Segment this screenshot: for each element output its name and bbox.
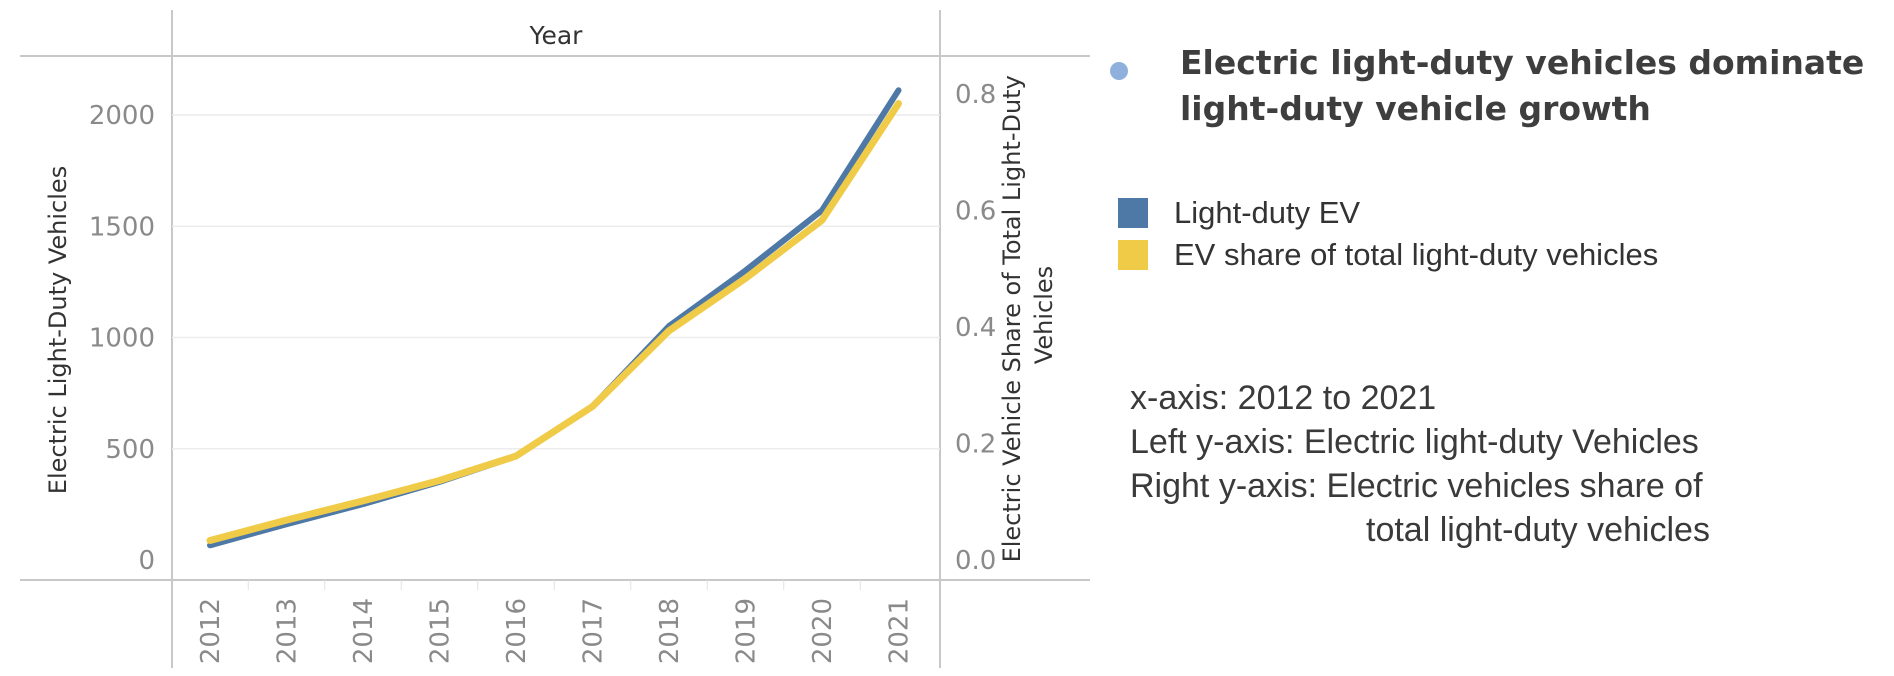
chart-frame: [20, 10, 1090, 668]
left-tick-label: 1500: [89, 212, 155, 242]
left-tick-label: 500: [105, 435, 155, 465]
legend: Light-duty EV EV share of total light-du…: [1100, 192, 1890, 276]
bullet-icon: [1110, 62, 1128, 80]
x-axis-note: x-axis: 2012 to 2021: [1130, 379, 1437, 417]
legend-item-ev-share: EV share of total light-duty vehicles: [1118, 234, 1890, 276]
right-tick-label: 0.6: [955, 197, 996, 227]
legend-label: EV share of total light-duty vehicles: [1174, 237, 1659, 272]
right-axis-ticks: 0.0 0.2 0.4 0.6 0.8: [955, 80, 996, 576]
left-axis-ticks: 0 500 1000 1500 2000: [89, 101, 155, 576]
x-tick-label: 2016: [502, 598, 532, 664]
left-axis-title: Electric Light-Duty Vehicles: [44, 166, 72, 494]
legend-label: Light-duty EV: [1174, 195, 1361, 230]
right-axis-note-line2: total light-duty vehicles: [1366, 511, 1710, 549]
right-axis-title-line1: Electric Vehicle Share of Total Light-Du…: [998, 75, 1026, 562]
left-axis-note: Left y-axis: Electric light-duty Vehicle…: [1130, 423, 1699, 461]
axis-notes: x-axis: 2012 to 2021 Left y-axis: Electr…: [1100, 376, 1890, 552]
left-tick-label: 2000: [89, 101, 155, 131]
legend-swatch: [1118, 240, 1148, 270]
x-axis-ticks: 2012 2013 2014 2015 2016 2017 2018 2019 2020 2021: [196, 598, 915, 664]
headline-text: Electric light-duty vehicles dominate li…: [1180, 43, 1865, 128]
dual-axis-line-chart: Year 0 500 1000 1500 2000 0.0 0.2 0.4 0.6 0.8 20…: [20, 10, 1090, 668]
right-tick-label: 0.4: [955, 313, 996, 343]
gridlines: [172, 114, 940, 590]
right-tick-label: 0.8: [955, 80, 996, 110]
x-axis-title: Year: [529, 21, 584, 50]
x-tick-label: 2014: [349, 598, 379, 664]
series-lines: [206, 87, 902, 549]
legend-item-light-duty-ev: Light-duty EV: [1118, 192, 1890, 234]
right-axis-title-line2: Vehicles: [1030, 266, 1058, 364]
x-tick-label: 2018: [655, 598, 685, 664]
x-tick-label: 2015: [426, 598, 456, 664]
left-tick-label: 0: [138, 546, 155, 576]
series-line-ev-share: [206, 100, 902, 544]
series-line-light-duty-ev: [207, 87, 902, 549]
headline: Electric light-duty vehicles dominate li…: [1100, 40, 1890, 132]
right-axis-title: Electric Vehicle Share of Total Light-Du…: [998, 68, 1058, 563]
x-tick-label: 2017: [579, 598, 609, 664]
x-tick-label: 2019: [732, 598, 762, 664]
x-tick-label: 2020: [808, 598, 838, 664]
x-tick-label: 2013: [273, 598, 303, 664]
left-tick-label: 1000: [89, 324, 155, 354]
x-tick-label: 2012: [196, 598, 226, 664]
right-axis-note-line1: Right y-axis: Electric vehicles share of: [1130, 467, 1703, 505]
side-panel: Electric light-duty vehicles dominate li…: [1100, 40, 1890, 552]
right-tick-label: 0.0: [955, 546, 996, 576]
x-tick-label: 2021: [885, 598, 915, 664]
legend-swatch: [1118, 198, 1148, 228]
right-tick-label: 0.2: [955, 430, 996, 460]
